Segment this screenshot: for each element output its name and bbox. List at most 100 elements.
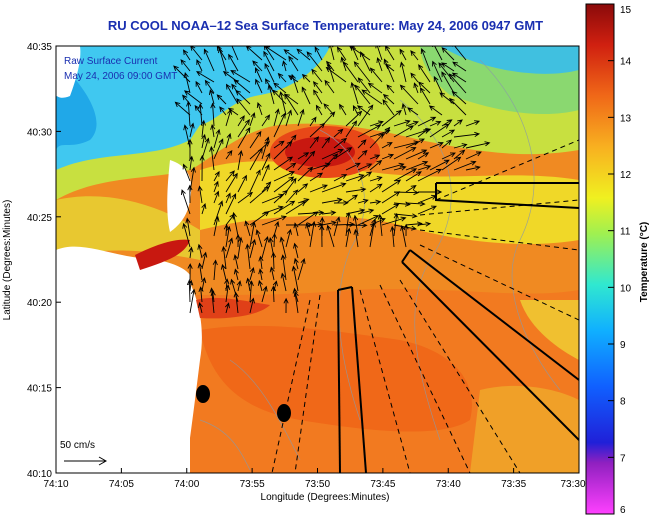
current-vector (321, 197, 343, 204)
current-vector (233, 291, 239, 314)
current-vector (237, 191, 254, 204)
current-vector (393, 147, 417, 160)
current-vector (390, 225, 396, 248)
current-vector (249, 186, 270, 204)
inset-line-2: May 24, 2006 09:00 GMT (64, 71, 177, 82)
current-vector (417, 168, 443, 182)
current-vector (306, 51, 323, 72)
current-vector (418, 189, 443, 195)
current-vector (273, 171, 295, 182)
current-vector (418, 64, 431, 83)
current-vector (261, 236, 269, 259)
current-vector (309, 136, 320, 149)
current-vector (381, 191, 401, 204)
current-vector (249, 147, 263, 171)
current-vector (309, 172, 324, 182)
current-vector (270, 285, 277, 303)
current-vector (254, 67, 263, 83)
current-vector (249, 297, 255, 314)
current-vector (273, 112, 286, 138)
current-vector (249, 112, 256, 127)
current-vector (228, 53, 239, 72)
current-vector (385, 46, 395, 61)
current-vector (225, 193, 237, 215)
current-vector (180, 59, 191, 72)
y-tick-label: 40:25 (27, 213, 52, 224)
current-vector (465, 120, 481, 127)
current-vector (449, 97, 467, 116)
current-vector (356, 105, 371, 116)
current-vector (213, 138, 224, 160)
current-vector (393, 119, 411, 127)
current-vector (381, 179, 402, 193)
current-vector (187, 263, 193, 281)
current-vector (210, 102, 216, 127)
current-vector (258, 268, 264, 281)
current-vector (345, 187, 367, 193)
current-vector (233, 254, 239, 270)
x-axis: 74:10 74:05 74:00 73:55 73:50 73:45 73:40 73:35… (43, 468, 586, 490)
x-axis-label: Longitude (Degrees:Minutes) (261, 492, 390, 503)
inset-line-1: Raw Surface Current (64, 56, 158, 67)
current-vector (236, 98, 251, 116)
current-vector (212, 259, 218, 281)
current-vector (280, 272, 287, 292)
current-vector (219, 106, 227, 116)
current-vector (339, 103, 347, 116)
current-vector (451, 46, 467, 61)
current-vector (187, 138, 193, 159)
current-vector (213, 128, 221, 149)
y-tick-label: 40:35 (27, 42, 52, 53)
current-vector (369, 183, 383, 193)
current-vector (245, 243, 251, 270)
scale-arrow-head (98, 456, 108, 466)
x-tick-label: 73:40 (436, 479, 461, 490)
current-vector (186, 279, 193, 303)
current-vector (441, 129, 456, 138)
current-vector (273, 176, 295, 193)
current-vector (441, 71, 455, 94)
current-vector (367, 82, 383, 94)
current-vector (417, 116, 437, 127)
x-tick-label: 73:50 (305, 479, 330, 490)
current-vector (231, 211, 239, 237)
current-vector (281, 60, 287, 72)
current-vector (297, 211, 319, 226)
current-vector (429, 159, 450, 171)
current-vector (451, 72, 467, 83)
current-vector (198, 301, 204, 314)
current-vector (261, 163, 270, 182)
current-vector (377, 213, 383, 237)
current-vector (285, 189, 299, 204)
current-vector (273, 189, 288, 204)
colorbar (585, 3, 615, 515)
current-vector (273, 108, 280, 127)
current-vector (255, 229, 263, 248)
current-vector (297, 108, 305, 127)
colorbar-tick-label: 11 (620, 227, 631, 238)
current-vector (225, 149, 233, 160)
current-vector (393, 212, 399, 237)
current-vector (273, 200, 296, 215)
current-vector (285, 201, 307, 215)
current-vector (369, 221, 376, 248)
current-vector (321, 153, 339, 171)
station-marker (196, 385, 210, 403)
current-vector (189, 288, 196, 314)
current-vector (321, 136, 331, 149)
current-vector (216, 94, 227, 105)
current-vector (249, 238, 257, 259)
colorbar-ticks: 15 14 13 12 11 10 9 8 7 6 (608, 3, 632, 516)
current-vector (225, 172, 238, 193)
current-vector (225, 284, 231, 303)
current-vector (417, 128, 429, 138)
current-vector (369, 120, 384, 127)
current-vector (352, 104, 359, 116)
current-vector (357, 198, 369, 204)
current-vector (261, 181, 272, 193)
current-vector (197, 185, 203, 204)
current-vector (225, 108, 233, 127)
current-vector (393, 125, 415, 138)
current-vector (201, 277, 207, 292)
current-vector (333, 200, 349, 206)
